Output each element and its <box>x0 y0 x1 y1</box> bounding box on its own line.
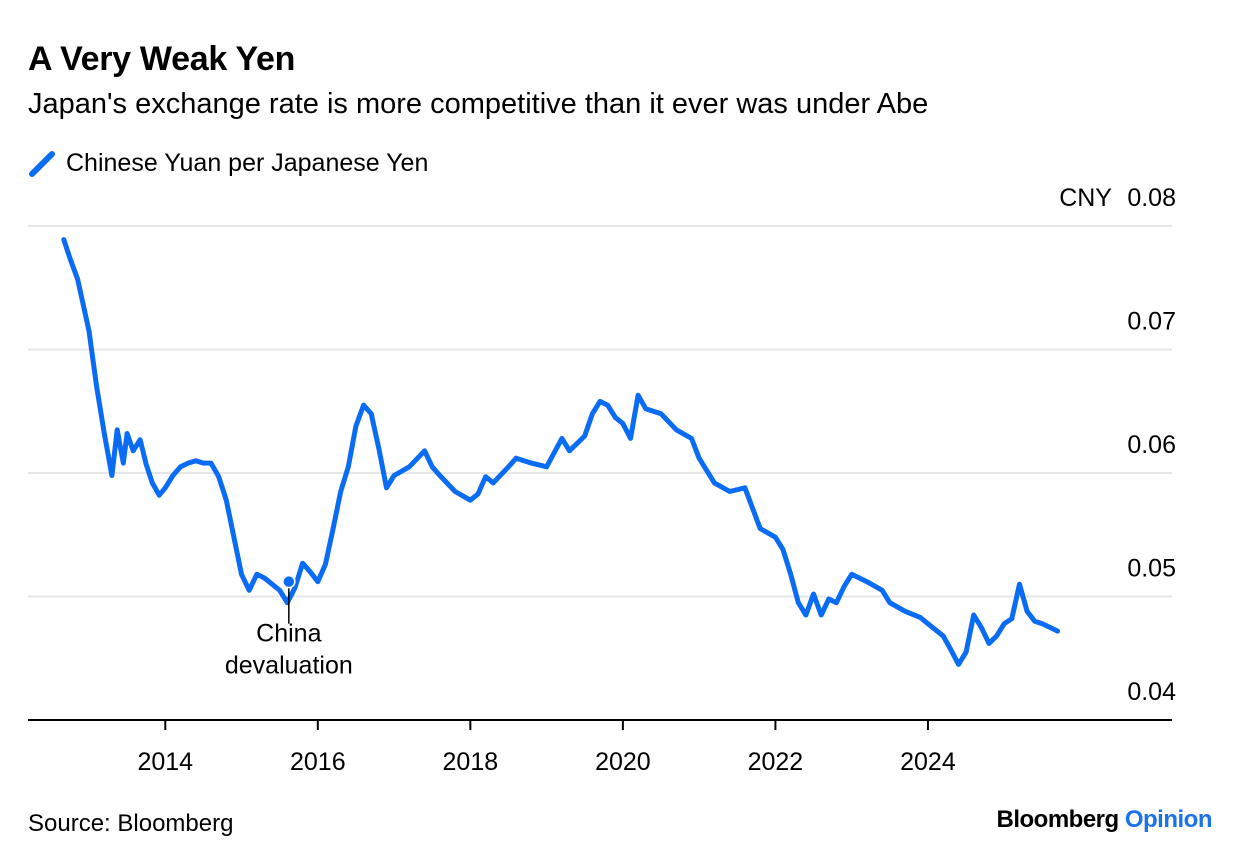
legend: Chinese Yuan per Japanese Yen <box>28 148 428 178</box>
legend-line-icon <box>29 151 55 177</box>
x-tick-label: 2014 <box>137 748 193 776</box>
y-tick-label: 0.05 <box>1127 555 1176 583</box>
x-tick-label: 2016 <box>290 748 346 776</box>
y-tick-label: 0.06 <box>1127 431 1176 459</box>
annotation-marker <box>282 574 296 589</box>
legend-label: Chinese Yuan per Japanese Yen <box>66 148 429 177</box>
brand-accent: Opinion <box>1124 806 1213 833</box>
annotation-label-line1: China <box>256 620 321 648</box>
y-tick-label: 0.07 <box>1127 308 1176 336</box>
chart-title: A Very Weak Yen <box>28 40 296 78</box>
y-tick-label: 0.04 <box>1127 678 1176 706</box>
x-tick-label: 2020 <box>595 748 651 776</box>
annotation-label-line2: devaluation <box>225 652 353 680</box>
y-unit-label: CNY <box>1059 184 1112 212</box>
chart-subtitle: Japan's exchange rate is more competitiv… <box>28 88 929 120</box>
x-tick-label: 2022 <box>748 748 804 776</box>
x-tick-label: 2018 <box>443 748 499 776</box>
brand-name: Bloomberg <box>996 806 1120 833</box>
series-line-yuan-per-yen <box>61 237 1061 667</box>
source-note: Source: Bloomberg <box>28 810 234 837</box>
brand-logo: Bloomberg Opinion <box>997 806 1213 834</box>
x-tick-label: 2024 <box>900 748 956 776</box>
y-tick-label: 0.08 <box>1127 184 1176 212</box>
